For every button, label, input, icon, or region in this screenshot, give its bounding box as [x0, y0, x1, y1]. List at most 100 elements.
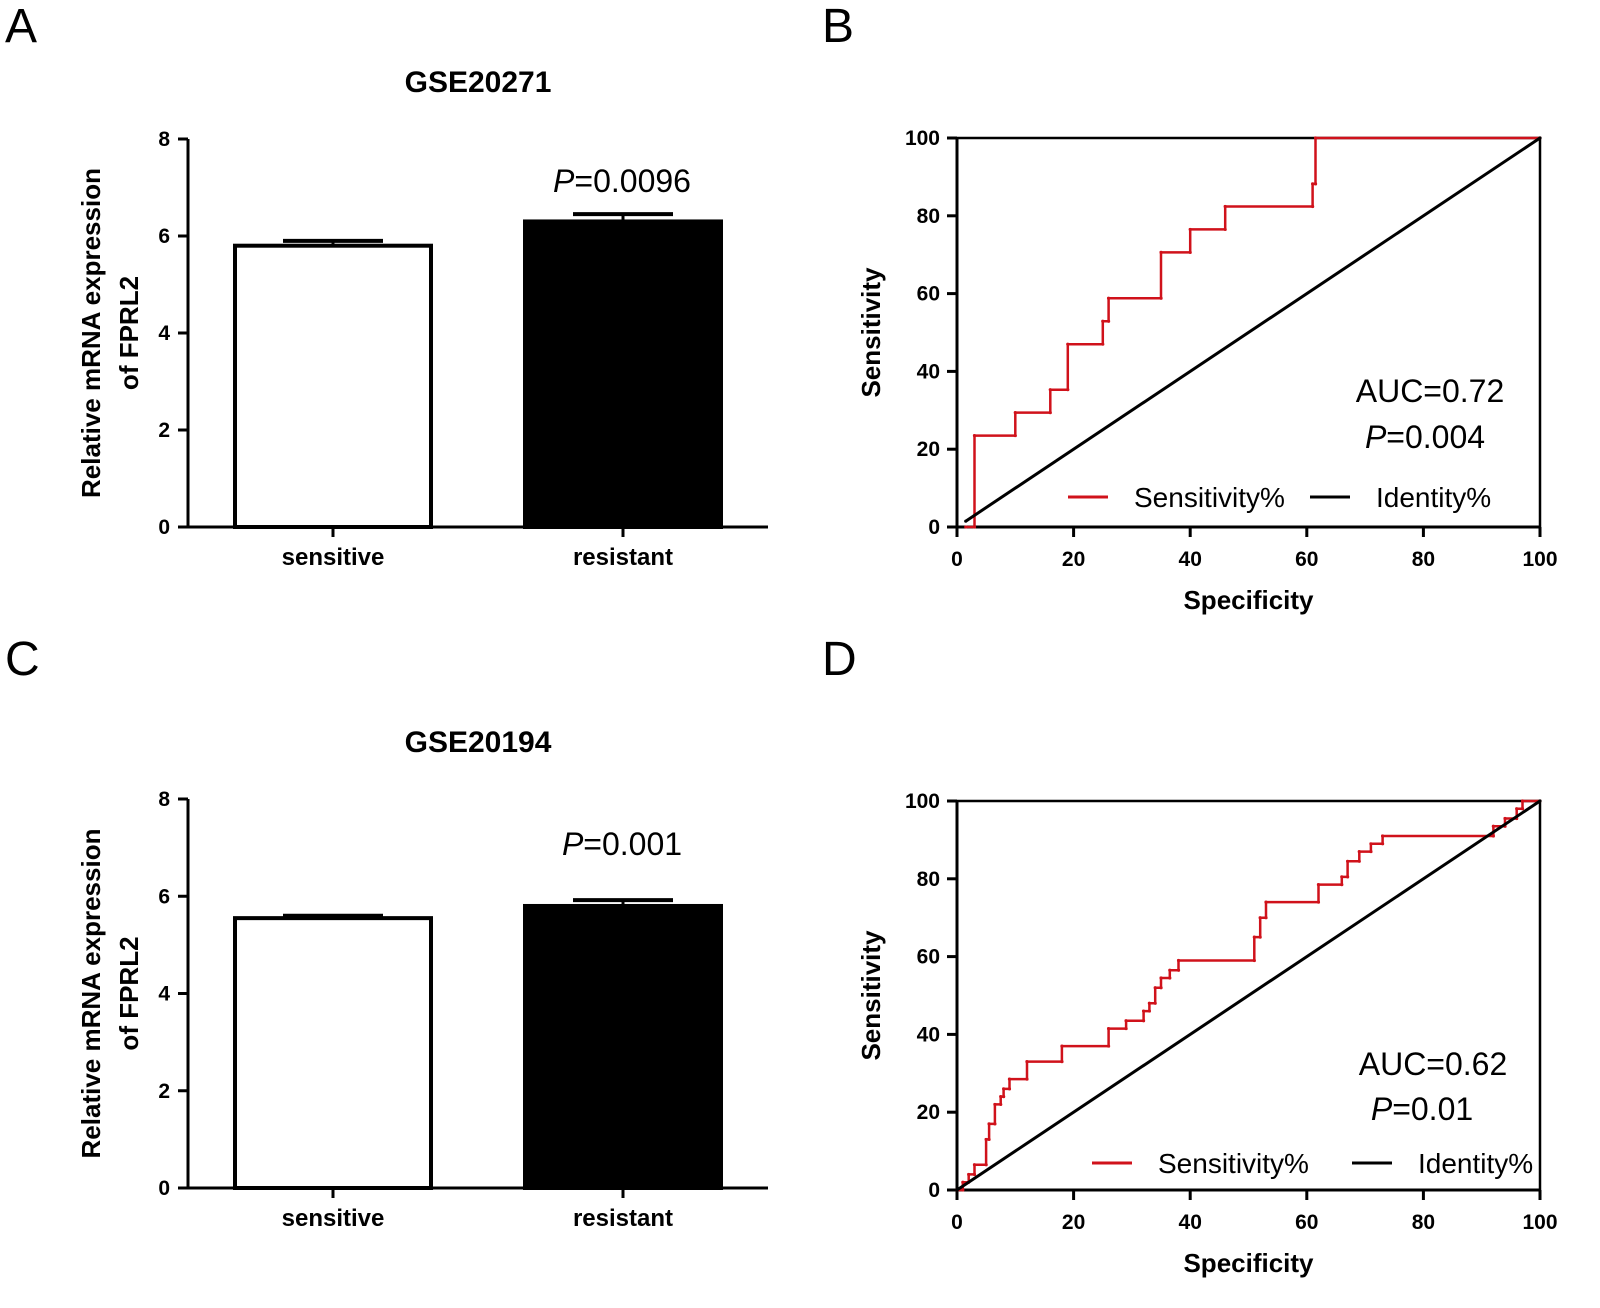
p-value-annotation-value: =0.0096 — [574, 163, 691, 199]
data-point — [1159, 986, 1163, 990]
data-point — [1147, 1009, 1151, 1013]
panel-letter-d: D — [822, 633, 857, 686]
data-point — [1147, 1001, 1151, 1005]
p-value-annotation-italic: P — [1365, 419, 1387, 455]
data-point — [955, 1188, 959, 1192]
data-point — [1252, 958, 1256, 963]
category-label: sensitive — [282, 1205, 385, 1232]
data-point — [1048, 411, 1052, 415]
data-point — [961, 1188, 965, 1192]
category-label: resistant — [573, 1205, 673, 1232]
y-tick-label: 0 — [928, 1179, 940, 1202]
data-point — [1106, 1044, 1111, 1048]
data-point — [972, 525, 977, 529]
y-axis-label-line: Relative mRNA expression — [76, 168, 106, 498]
data-point — [1311, 182, 1315, 186]
data-point — [1538, 799, 1542, 803]
y-tick-label: 20 — [917, 438, 940, 461]
data-point — [1025, 1060, 1029, 1064]
p-value-annotation-italic: P — [553, 163, 575, 199]
data-point — [1380, 834, 1385, 838]
series-sensitivity-pct — [955, 799, 1542, 1192]
y-tick-label: 60 — [917, 946, 940, 969]
data-point — [1188, 227, 1192, 232]
panel-letter-c: C — [5, 633, 40, 686]
data-point — [1340, 875, 1344, 879]
data-point — [1101, 342, 1105, 346]
data-point — [1316, 900, 1321, 904]
data-point — [999, 1102, 1003, 1107]
y-tick-label: 8 — [158, 788, 170, 811]
y-tick-label: 4 — [158, 322, 170, 345]
data-point — [1538, 136, 1542, 140]
data-point — [1223, 227, 1227, 232]
data-point — [972, 433, 977, 438]
legend-label-identity: Identity% — [1376, 482, 1491, 513]
series-identity-pct — [955, 799, 1542, 1192]
data-point — [1101, 319, 1105, 323]
data-point — [1252, 935, 1256, 939]
y-tick-label: 0 — [158, 1177, 170, 1200]
p-value-annotation: P=0.0096 — [553, 163, 691, 199]
chart-title: GSE20194 — [405, 726, 552, 759]
data-point — [984, 1163, 988, 1167]
data-point — [1060, 1044, 1064, 1048]
data-point — [984, 1137, 988, 1142]
data-point — [1188, 250, 1192, 254]
bar-chart-c: GSE20194 Relative mRNA expression of FPRL2… — [76, 726, 768, 1232]
y-tick-label: 4 — [158, 983, 170, 1006]
y-axis-label: Sensitivity — [856, 930, 886, 1061]
p-value-annotation-value: =0.004 — [1386, 419, 1485, 455]
data-point — [999, 1095, 1003, 1099]
auc-annotation: AUC=0.72 — [1356, 373, 1505, 409]
y-tick-label: 2 — [158, 419, 170, 442]
x-tick-label: 100 — [1522, 1211, 1557, 1234]
roc-chart-b: 0 20 40 60 80 100 0 20 40 60 80 100 Specificity Sensi… — [856, 127, 1558, 615]
data-point — [1141, 1019, 1146, 1023]
x-axis-label: Specificity — [1183, 1248, 1314, 1278]
p-value-annotation: P=0.01 — [1371, 1091, 1473, 1127]
data-point — [1515, 807, 1519, 811]
bar-resistant — [523, 903, 723, 1190]
data-point — [1520, 799, 1525, 803]
y-tick-label: 100 — [905, 790, 940, 813]
data-point — [1380, 842, 1385, 846]
legend-label-sensitivity: Sensitivity% — [1134, 482, 1285, 513]
category-label: resistant — [573, 544, 673, 571]
data-point — [993, 1122, 997, 1126]
chart-title: GSE20271 — [405, 66, 552, 99]
data-point — [1316, 883, 1321, 887]
x-tick-label: 100 — [1522, 548, 1557, 571]
series-identity-pct — [964, 136, 1542, 523]
y-tick-label: 6 — [158, 225, 170, 248]
bar-chart-a: GSE20271 Relative mRNA expression of FPRL2… — [76, 66, 768, 571]
data-point — [1313, 182, 1318, 186]
data-point — [1491, 834, 1495, 838]
data-point — [987, 1137, 991, 1142]
panel-letter-b: B — [822, 0, 854, 53]
data-point — [1168, 968, 1172, 972]
y-tick-label: 8 — [158, 128, 170, 151]
data-point — [1007, 1077, 1012, 1081]
y-axis-label-line: of FPRL2 — [114, 936, 144, 1050]
legend-label-sensitivity: Sensitivity% — [1158, 1148, 1309, 1179]
data-point — [1106, 1026, 1111, 1031]
x-tick-label: 80 — [1412, 548, 1435, 571]
roc-chart-d: 0 20 40 60 80 100 0 20 40 60 80 100 Specificity Sensi… — [856, 790, 1558, 1278]
y-tick-label: 80 — [917, 868, 940, 891]
data-point — [967, 1172, 971, 1177]
data-point — [1002, 1095, 1006, 1099]
data-point — [1223, 204, 1227, 209]
y-tick-label: 40 — [917, 360, 940, 383]
p-value-annotation-value: =0.001 — [583, 826, 682, 862]
p-value-annotation: P=0.001 — [562, 826, 682, 862]
data-point — [1369, 842, 1373, 846]
x-tick-label: 0 — [951, 1211, 963, 1234]
panel-letter-a: A — [5, 0, 37, 53]
data-point — [1048, 388, 1052, 392]
data-point — [1491, 824, 1495, 828]
data-point — [1153, 1001, 1157, 1005]
x-tick-label: 20 — [1062, 1211, 1085, 1234]
data-point — [1124, 1019, 1128, 1023]
